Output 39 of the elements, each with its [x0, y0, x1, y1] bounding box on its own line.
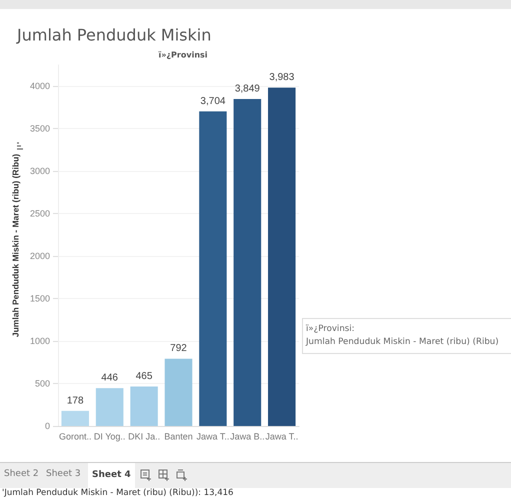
x-tick-label: DI Yog..	[94, 432, 126, 442]
text: ï»¿Provinsi:	[306, 323, 356, 336]
bar	[96, 388, 124, 426]
data-label: 3,849	[234, 84, 260, 95]
x-tick-label: Jawa B..	[230, 432, 265, 442]
y-tick-label: 3000	[30, 166, 50, 176]
y-tick-label: 4000	[30, 81, 50, 92]
data-label: 446	[101, 372, 118, 384]
bar	[61, 410, 89, 426]
y-tick-label: 2500	[30, 208, 50, 219]
y-tick-label: 1500	[30, 294, 50, 304]
text: Sheet 3	[46, 469, 81, 479]
y-tick-label: 3500	[30, 124, 50, 134]
bar	[268, 88, 296, 426]
y-tick-label: 0	[44, 421, 50, 431]
text: Sheet 2	[4, 469, 39, 479]
bar	[130, 386, 158, 426]
y-tick-label: 1000	[30, 336, 50, 346]
y-axis-title: Jumlah Penduduk Miskin - Maret (ribu) (Ribu)	[10, 154, 20, 338]
data-label: 178	[66, 395, 84, 406]
text: 'Jumlah Penduduk Miskin - Maret (ribu) (Ribu)): 13,416	[2, 488, 234, 498]
x-tick-label: DKI Ja..	[128, 432, 160, 442]
y-tick-label: 500	[34, 378, 50, 389]
x-tick-label: Banten	[164, 432, 193, 442]
data-label: 3,983	[269, 72, 295, 84]
bar	[164, 358, 192, 426]
data-label: 465	[136, 371, 153, 382]
chart-subtitle: ï»¿Provinsi	[158, 50, 208, 60]
y-tick-label: 2000	[30, 251, 50, 262]
text: Jumlah Penduduk Miskin - Maret (ribu) (Ribu)	[306, 336, 500, 349]
x-tick-label: Jawa T..	[196, 432, 230, 442]
data-label: 3,704	[200, 96, 226, 107]
chart-title: Jumlah Penduduk Miskin	[16, 26, 212, 44]
bar	[234, 99, 262, 426]
bar	[199, 111, 227, 426]
x-tick-label: Jawa T..	[265, 432, 298, 442]
x-tick-label: Goront..	[58, 432, 92, 442]
text: Sheet 4	[88, 463, 135, 488]
data-label: 792	[170, 343, 188, 354]
